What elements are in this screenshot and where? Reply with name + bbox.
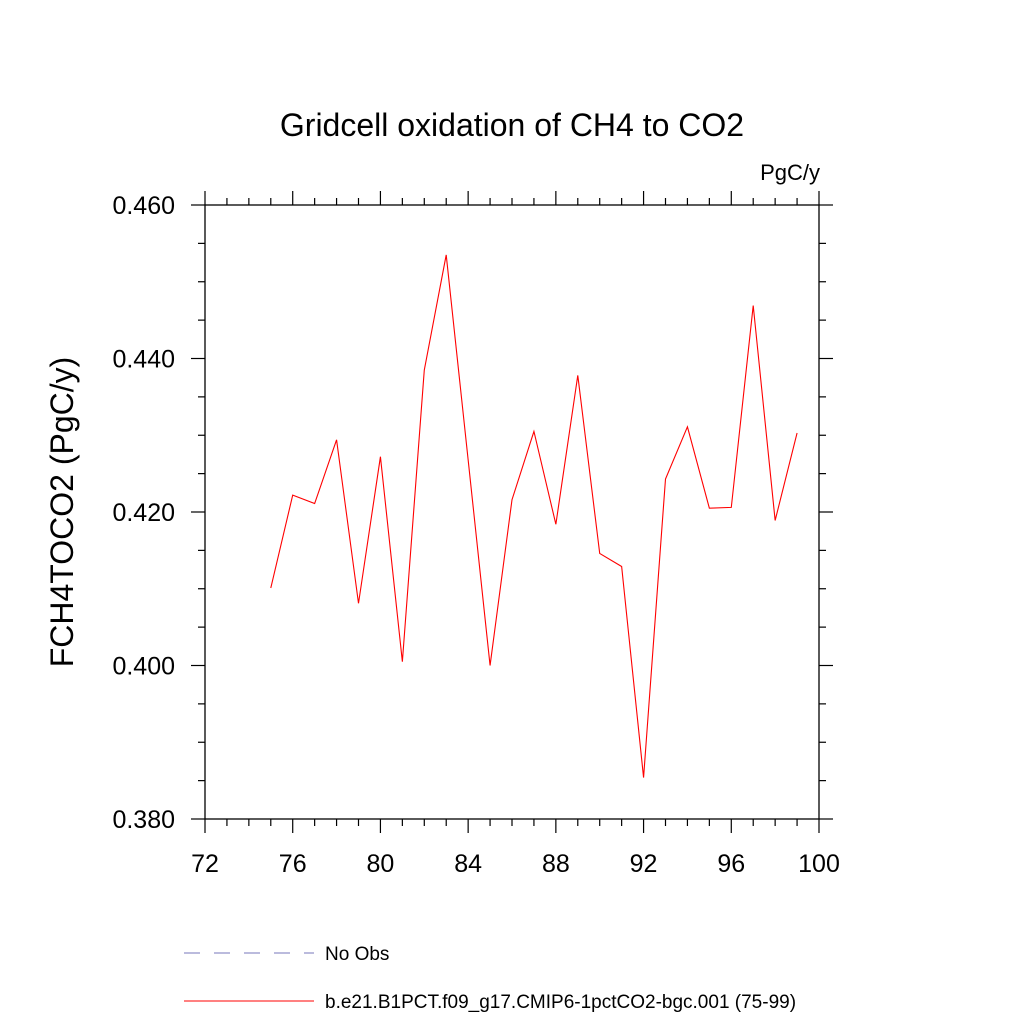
x-tick-label: 84 (454, 850, 482, 878)
y-tick-label: 0.460 (112, 192, 175, 220)
legend-label: b.e21.B1PCT.f09_g17.CMIP6-1pctCO2-bgc.00… (325, 992, 796, 1013)
y-tick-label: 0.440 (112, 346, 175, 374)
series-line (270, 254, 798, 778)
x-tick-label: 76 (279, 850, 307, 878)
units-label: PgC/y (760, 160, 820, 185)
tick-labels: 72 76 80 84 88 92 96 100 0.380 0.400 0.420 0.440 0.4… (112, 192, 839, 878)
legend: No Obs b.e21.B1PCT.f09_g17.CMIP6-1pctCO2-… (184, 944, 796, 1013)
x-tick-label: 96 (717, 850, 745, 878)
y-tick-label: 0.400 (112, 653, 175, 681)
series-layer (270, 254, 798, 778)
x-tick-label: 88 (542, 850, 570, 878)
x-tick-label: 80 (367, 850, 395, 878)
x-tick-label: 100 (798, 850, 840, 878)
x-tick-label: 92 (630, 850, 658, 878)
plot-frame (204, 204, 820, 820)
legend-label: No Obs (325, 944, 389, 965)
y-tick-label: 0.380 (112, 806, 175, 834)
x-tick-label: 72 (191, 850, 219, 878)
chart-title: Gridcell oxidation of CH4 to CO2 (280, 107, 744, 143)
axis-ticks (191, 191, 833, 833)
y-axis-label: FCH4TOCO2 (PgC/y) (44, 357, 80, 668)
y-tick-label: 0.420 (112, 499, 175, 527)
